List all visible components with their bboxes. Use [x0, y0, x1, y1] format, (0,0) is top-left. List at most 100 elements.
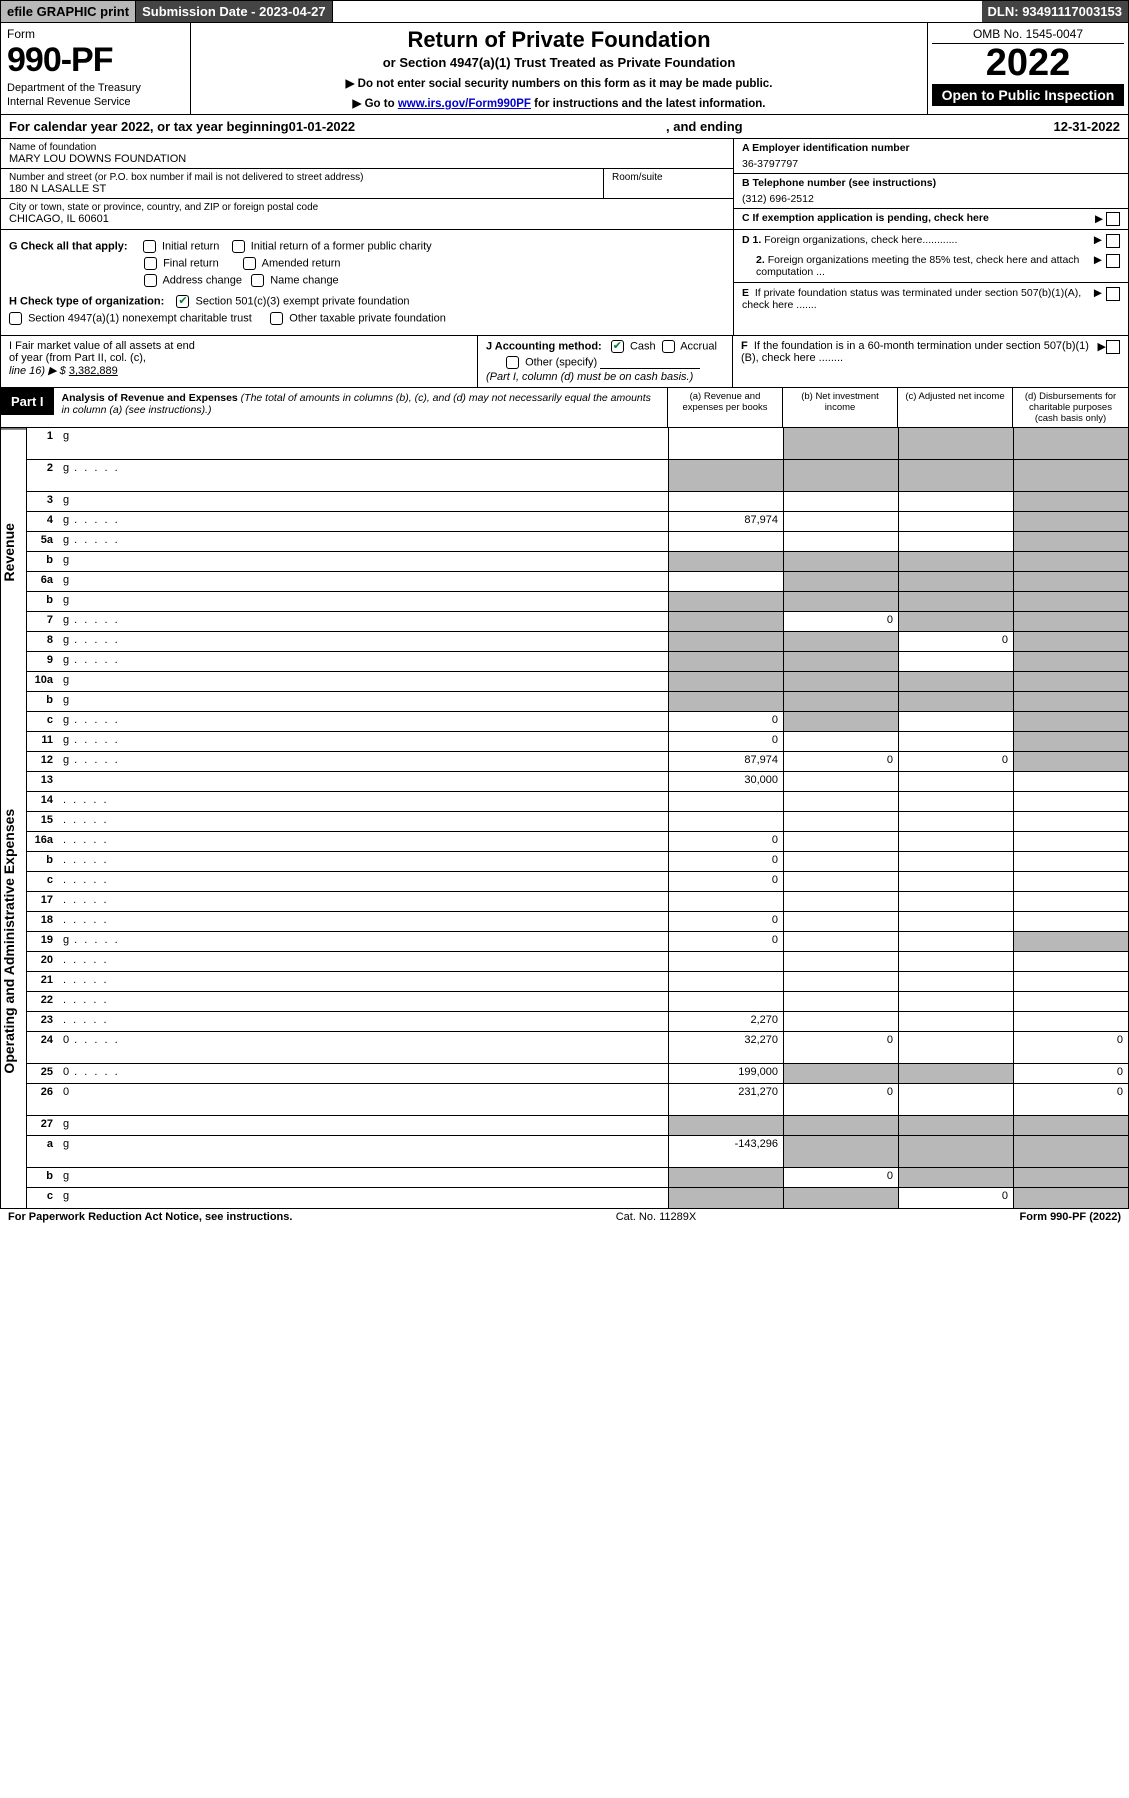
cell-a	[668, 812, 783, 831]
cell-b	[783, 592, 898, 611]
cell-a: 0	[668, 732, 783, 751]
instructions-link[interactable]: www.irs.gov/Form990PF	[398, 98, 531, 110]
accrual-checkbox[interactable]	[662, 340, 675, 353]
calendar-year-row: For calendar year 2022, or tax year begi…	[0, 115, 1129, 139]
cell-d	[1013, 852, 1128, 871]
cell-a: 2,270	[668, 1012, 783, 1031]
e-checkbox[interactable]	[1106, 287, 1120, 301]
cell-a: 199,000	[668, 1064, 783, 1083]
cell-c	[898, 892, 1013, 911]
cell-c	[898, 932, 1013, 951]
col-b-header: (b) Net investment income	[783, 388, 898, 427]
cell-c	[898, 1168, 1013, 1187]
d1-checkbox[interactable]	[1106, 234, 1120, 248]
telephone: (312) 696-2512	[742, 189, 1120, 205]
cell-b	[783, 772, 898, 791]
cell-d: 0	[1013, 1084, 1128, 1115]
form-number: 990-PF	[7, 41, 184, 80]
cell-d	[1013, 692, 1128, 711]
cell-c: 0	[898, 752, 1013, 771]
cell-d	[1013, 512, 1128, 531]
exemption-pending-checkbox[interactable]	[1106, 212, 1120, 226]
cell-d: 0	[1013, 1064, 1128, 1083]
cell-d	[1013, 572, 1128, 591]
table-row: 19g0	[27, 932, 1128, 952]
cell-a	[668, 672, 783, 691]
cell-a	[668, 892, 783, 911]
cell-d	[1013, 428, 1128, 459]
table-row: 27g	[27, 1116, 1128, 1136]
cell-a: 0	[668, 712, 783, 731]
table-row: 15	[27, 812, 1128, 832]
cell-b	[783, 992, 898, 1011]
name-change-checkbox[interactable]	[251, 274, 264, 287]
table-row: 260231,27000	[27, 1084, 1128, 1116]
cell-d	[1013, 1136, 1128, 1167]
table-row: 7g0	[27, 612, 1128, 632]
cell-c	[898, 852, 1013, 871]
cell-c	[898, 832, 1013, 851]
col-a-header: (a) Revenue and expenses per books	[668, 388, 783, 427]
initial-return-checkbox[interactable]	[143, 240, 156, 253]
table-row: c0	[27, 872, 1128, 892]
page-footer: For Paperwork Reduction Act Notice, see …	[0, 1209, 1129, 1225]
cell-b	[783, 812, 898, 831]
cell-d	[1013, 972, 1128, 991]
form-title: Return of Private Foundation	[199, 27, 919, 53]
4947a1-checkbox[interactable]	[9, 312, 22, 325]
part1-tab: Part I	[1, 388, 54, 415]
table-row: 5ag	[27, 532, 1128, 552]
cell-a: 0	[668, 852, 783, 871]
cell-c	[898, 612, 1013, 631]
cell-b	[783, 512, 898, 531]
501c3-checkbox[interactable]	[176, 295, 189, 308]
cell-c	[898, 512, 1013, 531]
fmv-value: 3,382,889	[69, 365, 118, 377]
cell-b: 0	[783, 752, 898, 771]
other-method-checkbox[interactable]	[506, 356, 519, 369]
other-taxable-checkbox[interactable]	[270, 312, 283, 325]
col-d-header: (d) Disbursements for charitable purpose…	[1013, 388, 1128, 427]
cell-c	[898, 732, 1013, 751]
initial-return-former-checkbox[interactable]	[232, 240, 245, 253]
cell-b	[783, 792, 898, 811]
cash-checkbox[interactable]	[611, 340, 624, 353]
cell-b	[783, 852, 898, 871]
table-row: 21	[27, 972, 1128, 992]
cell-c	[898, 1064, 1013, 1083]
cell-a	[668, 1188, 783, 1208]
cell-d	[1013, 672, 1128, 691]
cell-b	[783, 1064, 898, 1083]
cell-b	[783, 932, 898, 951]
cell-a	[668, 572, 783, 591]
cell-a	[668, 460, 783, 491]
table-row: 17	[27, 892, 1128, 912]
table-row: 250199,0000	[27, 1064, 1128, 1084]
cell-a: 30,000	[668, 772, 783, 791]
cell-b	[783, 1116, 898, 1135]
table-row: 12g87,97400	[27, 752, 1128, 772]
cell-d	[1013, 1188, 1128, 1208]
cell-d	[1013, 460, 1128, 491]
cell-b	[783, 672, 898, 691]
cell-b: 0	[783, 1168, 898, 1187]
table-row: 11g0	[27, 732, 1128, 752]
final-return-checkbox[interactable]	[144, 257, 157, 270]
cell-d	[1013, 552, 1128, 571]
table-row: 3g	[27, 492, 1128, 512]
cell-a: 0	[668, 872, 783, 891]
d2-checkbox[interactable]	[1106, 254, 1120, 268]
address-change-checkbox[interactable]	[144, 274, 157, 287]
city-state-zip: CHICAGO, IL 60601	[9, 213, 725, 225]
header-right: OMB No. 1545-0047 2022 Open to Public In…	[928, 23, 1128, 114]
f-checkbox[interactable]	[1106, 340, 1120, 354]
table-row: 6ag	[27, 572, 1128, 592]
cell-c	[898, 572, 1013, 591]
section-g-d: G Check all that apply: Initial return I…	[0, 230, 1129, 336]
cell-c	[898, 532, 1013, 551]
amended-return-checkbox[interactable]	[243, 257, 256, 270]
cell-d	[1013, 792, 1128, 811]
table-row: 1g	[27, 428, 1128, 460]
table-row: 22	[27, 992, 1128, 1012]
cell-b: 0	[783, 612, 898, 631]
